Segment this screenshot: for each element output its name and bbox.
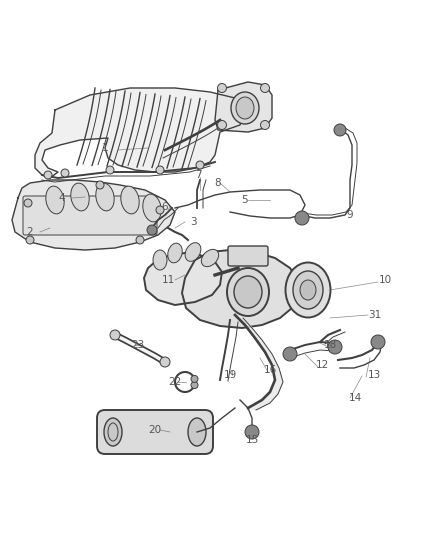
FancyBboxPatch shape <box>23 196 157 235</box>
Circle shape <box>156 206 164 214</box>
Text: 20: 20 <box>148 425 162 435</box>
Text: 4: 4 <box>59 193 65 203</box>
Ellipse shape <box>96 183 114 211</box>
Ellipse shape <box>143 194 161 222</box>
Text: 14: 14 <box>348 393 362 403</box>
Circle shape <box>24 199 32 207</box>
FancyBboxPatch shape <box>97 410 213 454</box>
Circle shape <box>328 340 342 354</box>
Ellipse shape <box>153 250 167 270</box>
Circle shape <box>136 236 144 244</box>
Polygon shape <box>182 250 298 328</box>
Text: 23: 23 <box>131 340 145 350</box>
Circle shape <box>295 211 309 225</box>
Circle shape <box>26 236 34 244</box>
Ellipse shape <box>286 262 331 318</box>
Text: 22: 22 <box>168 377 182 387</box>
Circle shape <box>261 120 269 130</box>
Ellipse shape <box>46 186 64 214</box>
Circle shape <box>156 166 164 174</box>
Ellipse shape <box>71 183 89 211</box>
Ellipse shape <box>168 243 182 263</box>
Circle shape <box>110 330 120 340</box>
Text: 8: 8 <box>215 178 221 188</box>
Text: 2: 2 <box>27 227 33 237</box>
Circle shape <box>218 120 226 130</box>
Circle shape <box>191 375 198 382</box>
Circle shape <box>147 225 157 235</box>
Text: 10: 10 <box>378 275 392 285</box>
Circle shape <box>261 84 269 93</box>
Ellipse shape <box>104 418 122 446</box>
Text: 3: 3 <box>190 217 196 227</box>
Polygon shape <box>12 180 175 250</box>
Circle shape <box>106 166 114 174</box>
Text: 18: 18 <box>323 340 337 350</box>
Text: 7: 7 <box>194 170 201 180</box>
Ellipse shape <box>234 276 262 308</box>
Ellipse shape <box>185 243 201 261</box>
Circle shape <box>334 124 346 136</box>
Ellipse shape <box>188 418 206 446</box>
Polygon shape <box>144 253 222 305</box>
Ellipse shape <box>300 280 316 300</box>
Circle shape <box>196 161 204 169</box>
Circle shape <box>160 357 170 367</box>
Text: 16: 16 <box>263 365 277 375</box>
Circle shape <box>283 347 297 361</box>
Text: 9: 9 <box>347 210 353 220</box>
Ellipse shape <box>121 186 139 214</box>
Ellipse shape <box>227 268 269 316</box>
Text: 31: 31 <box>368 310 381 320</box>
Text: 12: 12 <box>315 360 328 370</box>
Text: 15: 15 <box>245 435 258 445</box>
FancyBboxPatch shape <box>228 246 268 266</box>
Polygon shape <box>215 82 272 132</box>
Circle shape <box>371 335 385 349</box>
Text: 6: 6 <box>162 202 168 212</box>
Circle shape <box>61 169 69 177</box>
Circle shape <box>218 84 226 93</box>
Polygon shape <box>235 315 283 410</box>
Text: 13: 13 <box>367 370 381 380</box>
Text: 11: 11 <box>161 275 175 285</box>
Ellipse shape <box>201 249 219 266</box>
Circle shape <box>44 171 52 179</box>
Circle shape <box>245 425 259 439</box>
Text: 1: 1 <box>102 143 108 153</box>
Ellipse shape <box>236 97 254 119</box>
Text: 5: 5 <box>242 195 248 205</box>
Text: 19: 19 <box>223 370 237 380</box>
Ellipse shape <box>231 92 259 124</box>
Circle shape <box>96 181 104 189</box>
Polygon shape <box>35 88 245 178</box>
Circle shape <box>191 382 198 389</box>
Ellipse shape <box>293 271 323 309</box>
